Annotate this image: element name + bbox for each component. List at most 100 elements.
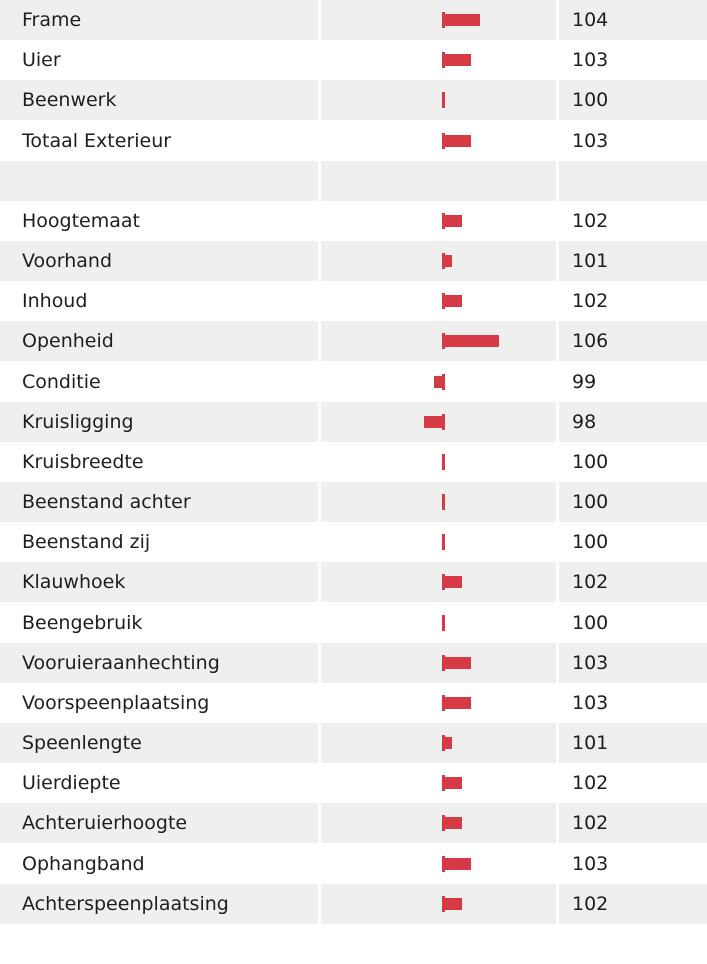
value-bar xyxy=(443,295,462,308)
table-row: Hoogtemaat 102 xyxy=(0,201,707,241)
value-cell: 103 xyxy=(559,844,707,884)
bar-cell xyxy=(321,401,556,442)
value-cell: 101 xyxy=(559,241,707,282)
row-label: Speenlengte xyxy=(22,732,142,754)
table-row: Inhoud 102 xyxy=(0,281,707,321)
label-cell xyxy=(0,160,318,201)
row-label: Kruisbreedte xyxy=(22,450,144,473)
label-cell: Uierdiepte xyxy=(0,763,318,803)
value-bar xyxy=(443,255,453,268)
value-bar xyxy=(443,14,481,27)
row-label: Uier xyxy=(22,49,61,72)
row-value: 98 xyxy=(572,410,597,433)
table-row: Uierdiepte 102 xyxy=(0,763,707,803)
row-label: Inhoud xyxy=(22,290,88,313)
table-row: Voorspeenplaatsing 103 xyxy=(0,683,707,723)
row-value: 102 xyxy=(572,209,609,232)
value-cell: 98 xyxy=(559,401,707,442)
label-cell: Inhoud xyxy=(0,281,318,321)
value-bar xyxy=(443,737,453,750)
row-label: Frame xyxy=(22,9,82,31)
label-cell: Klauwhoek xyxy=(0,562,318,603)
row-value: 102 xyxy=(572,290,609,313)
label-cell: Voorspeenplaatsing xyxy=(0,683,318,723)
center-line xyxy=(441,494,445,511)
value-cell xyxy=(559,160,707,201)
value-bar xyxy=(443,576,462,589)
value-bar xyxy=(443,134,471,147)
row-value: 101 xyxy=(572,250,609,272)
row-value: 103 xyxy=(572,49,609,72)
row-value: 100 xyxy=(572,611,609,634)
value-bar xyxy=(433,375,443,388)
bar-cell xyxy=(321,603,556,643)
value-cell: 103 xyxy=(559,40,707,80)
value-bar xyxy=(424,415,443,428)
label-cell: Vooruieraanhechting xyxy=(0,642,318,683)
value-bar xyxy=(443,696,471,709)
label-cell: Achterspeenplaatsing xyxy=(0,883,318,924)
row-label: Beenstand achter xyxy=(22,491,191,513)
value-cell: 102 xyxy=(559,562,707,603)
bar-cell xyxy=(321,121,556,161)
row-value: 102 xyxy=(572,892,609,915)
label-cell: Openheid xyxy=(0,321,318,362)
value-bar xyxy=(443,897,462,910)
bar-cell xyxy=(321,40,556,80)
bar-cell xyxy=(321,362,556,402)
bar-cell xyxy=(321,0,556,41)
center-line xyxy=(441,453,445,470)
row-label: Klauwhoek xyxy=(22,571,126,594)
label-cell: Uier xyxy=(0,40,318,80)
value-cell: 106 xyxy=(559,321,707,362)
row-label: Achteruierhoogte xyxy=(22,812,188,835)
table-row: Frame 104 xyxy=(0,0,707,41)
bar-cell xyxy=(321,321,556,362)
center-line xyxy=(441,413,445,430)
value-bar xyxy=(443,656,471,669)
table-row: Vooruieraanhechting 103 xyxy=(0,642,707,683)
row-value: 101 xyxy=(572,732,609,754)
center-line xyxy=(441,373,445,390)
label-cell: Achteruierhoogte xyxy=(0,803,318,844)
row-label: Kruisligging xyxy=(22,410,134,433)
bar-cell xyxy=(321,281,556,321)
value-bar xyxy=(443,54,471,67)
bar-cell xyxy=(321,442,556,482)
value-cell: 103 xyxy=(559,683,707,723)
label-cell: Beenwerk xyxy=(0,80,318,121)
row-label: Beenstand zij xyxy=(22,531,151,554)
row-label: Beenwerk xyxy=(22,89,117,112)
table-row: Ophangband 103 xyxy=(0,844,707,884)
row-label: Beengebruik xyxy=(22,611,143,634)
row-value: 102 xyxy=(572,812,609,835)
value-cell: 100 xyxy=(559,522,707,562)
center-line xyxy=(441,92,445,109)
center-line xyxy=(441,534,445,551)
label-cell: Totaal Exterieur xyxy=(0,121,318,161)
bar-cell xyxy=(321,683,556,723)
row-label: Openheid xyxy=(22,330,114,353)
label-cell: Frame xyxy=(0,0,318,41)
value-bar xyxy=(443,817,462,830)
value-cell: 102 xyxy=(559,803,707,844)
bar-cell xyxy=(321,482,556,523)
value-bar xyxy=(443,857,471,870)
value-bar xyxy=(443,214,462,227)
value-cell: 102 xyxy=(559,281,707,321)
label-cell: Kruisligging xyxy=(0,401,318,442)
value-cell: 103 xyxy=(559,642,707,683)
table-row: Totaal Exterieur 103 xyxy=(0,121,707,161)
bar-cell xyxy=(321,723,556,764)
center-line xyxy=(441,614,445,631)
value-cell: 103 xyxy=(559,121,707,161)
row-value: 100 xyxy=(572,531,609,554)
table-row: Voorhand 101 xyxy=(0,241,707,282)
label-cell: Beenstand achter xyxy=(0,482,318,523)
table-row: Achteruierhoogte 102 xyxy=(0,803,707,844)
table-row xyxy=(0,160,707,201)
table-row: Conditie 99 xyxy=(0,362,707,402)
label-cell: Beengebruik xyxy=(0,603,318,643)
row-label: Voorhand xyxy=(22,250,113,272)
row-label: Totaal Exterieur xyxy=(22,129,172,152)
